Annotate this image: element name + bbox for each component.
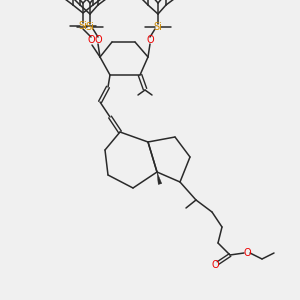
Text: Si: Si [154, 22, 162, 32]
Text: Si: Si [85, 22, 94, 32]
Text: Si: Si [79, 21, 87, 31]
Text: O: O [146, 35, 154, 45]
Text: O: O [243, 248, 251, 258]
Text: O: O [87, 35, 95, 45]
Polygon shape [157, 172, 162, 184]
Text: O: O [211, 260, 219, 270]
Text: O: O [94, 35, 102, 45]
